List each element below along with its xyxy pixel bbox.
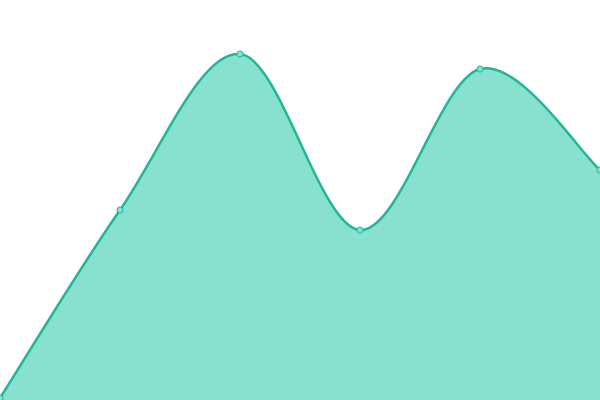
point-marker	[356, 226, 364, 234]
point-marker	[116, 206, 124, 214]
point-marker	[476, 65, 484, 73]
point-marker	[596, 166, 600, 174]
area-line	[0, 52, 600, 399]
area-fill	[0, 53, 600, 400]
point-marker	[236, 50, 244, 58]
point-marker	[0, 394, 4, 400]
